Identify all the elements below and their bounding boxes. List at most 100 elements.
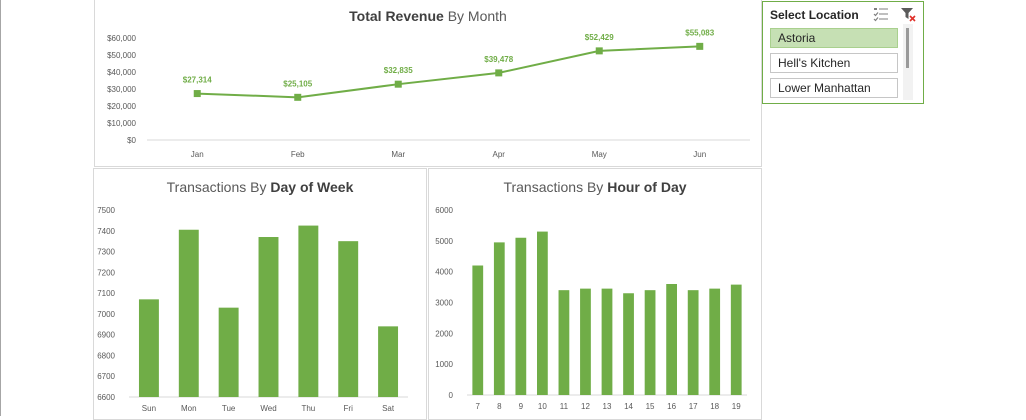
y-tick-label: 7100 [97, 289, 115, 298]
slicer-title: Select Location [770, 8, 859, 22]
dow-chart-title: Transactions By Day of Week [94, 179, 426, 195]
y-tick-label: $60,000 [107, 34, 136, 43]
data-label: $27,314 [183, 76, 212, 85]
y-tick-label: 7200 [97, 268, 115, 277]
data-label: $25,105 [283, 79, 312, 88]
data-point-marker [294, 93, 302, 101]
y-tick-label: 3000 [435, 299, 453, 308]
y-tick-label: $30,000 [107, 85, 136, 94]
data-point-marker [696, 42, 704, 50]
data-point-marker [595, 47, 603, 55]
bar [472, 265, 484, 395]
x-tick-label: Sat [382, 404, 395, 413]
y-tick-label: 7000 [97, 310, 115, 319]
data-label: $55,083 [685, 28, 714, 37]
hour-title-rest: Transactions By [503, 179, 608, 195]
revenue-series-line [197, 45, 700, 99]
y-tick-label: 7500 [97, 206, 115, 215]
y-tick-label: 7300 [97, 248, 115, 257]
clear-filter-icon[interactable] [900, 6, 916, 22]
x-tick-label: May [592, 150, 607, 159]
y-tick-label: 1000 [435, 360, 453, 369]
x-tick-label: 8 [497, 402, 502, 411]
data-point-marker [394, 80, 402, 88]
data-label: $39,478 [484, 55, 513, 64]
bar [298, 225, 319, 397]
dow-chart-panel[interactable]: Transactions By Day of Week 6600 6700 6800… [93, 168, 427, 420]
x-tick-label: 15 [646, 402, 655, 411]
hour-chart-title: Transactions By Hour of Day [429, 179, 761, 195]
y-tick-label: $10,000 [107, 119, 136, 128]
y-tick-label: 4000 [435, 268, 453, 277]
bar [338, 241, 359, 397]
location-slicer[interactable]: Select Location Astoria Hell's Kitchen Low… [762, 1, 924, 104]
y-tick-label: 2000 [435, 329, 453, 338]
x-tick-label: 7 [476, 402, 481, 411]
x-tick-label: Thu [301, 404, 315, 413]
hour-title-bold: Hour of Day [607, 179, 687, 195]
data-point-marker [193, 90, 201, 98]
x-tick-label: Wed [260, 404, 276, 413]
y-tick-label: 5000 [435, 237, 453, 246]
x-tick-label: 12 [581, 402, 590, 411]
bar [558, 290, 570, 395]
x-tick-label: 16 [667, 402, 676, 411]
revenue-chart-title: Total Revenue By Month [95, 8, 761, 24]
dow-bar-chart: 6600 6700 6800 6900 7000 7100 7200 7300 7400 7500… [97, 206, 408, 413]
bar [730, 284, 742, 395]
bar [601, 288, 613, 395]
bar [709, 288, 721, 395]
bar [687, 290, 699, 395]
bar [258, 237, 279, 397]
revenue-title-bold: Total Revenue [349, 8, 444, 24]
y-tick-label: 7400 [97, 227, 115, 236]
bar [378, 326, 399, 397]
y-tick-label: $50,000 [107, 51, 136, 60]
bar [666, 284, 677, 395]
revenue-line-chart: $0 $10,000 $20,000 $30,000 $40,000 $50,000 $60… [107, 28, 750, 159]
bar [644, 290, 656, 395]
revenue-chart-panel[interactable]: Total Revenue By Month $0 $10,000 $20,000 $… [94, 0, 762, 167]
bar [623, 293, 634, 395]
multi-select-icon[interactable] [873, 6, 889, 22]
x-tick-label: 11 [560, 402, 569, 411]
dow-title-rest: Transactions By [166, 179, 271, 195]
slicer-item-hell-s-kitchen[interactable]: Hell's Kitchen [770, 53, 898, 73]
x-tick-label: 17 [689, 402, 698, 411]
x-tick-label: Feb [291, 150, 305, 159]
bar [138, 299, 159, 397]
data-label: $32,835 [384, 66, 413, 75]
bar [580, 288, 591, 395]
x-tick-label: Mon [181, 404, 197, 413]
x-tick-label: 9 [519, 402, 524, 411]
bar [218, 307, 239, 397]
x-tick-label: Tue [222, 404, 236, 413]
slicer-item-astoria[interactable]: Astoria [770, 28, 898, 48]
y-tick-label: 6700 [97, 372, 115, 381]
bar [178, 229, 199, 397]
x-tick-label: Fri [344, 404, 354, 413]
hour-chart-panel[interactable]: Transactions By Hour of Day 0 1000 2000 300… [428, 168, 762, 420]
y-tick-label: 6900 [97, 331, 115, 340]
bar [537, 231, 548, 395]
hour-bar-chart: 0 1000 2000 3000 4000 5000 6000 7 8 9 10 11 12 13 14 15… [435, 206, 747, 411]
x-tick-label: Jan [191, 150, 204, 159]
x-tick-label: 19 [732, 402, 741, 411]
slicer-item-lower-manhattan[interactable]: Lower Manhattan [770, 78, 898, 98]
x-tick-label: 13 [603, 402, 612, 411]
data-label: $52,429 [585, 33, 614, 42]
slicer-scrollbar-thumb[interactable] [906, 28, 909, 68]
y-tick-label: $0 [127, 136, 136, 145]
y-tick-label: 0 [449, 391, 454, 400]
y-tick-label: 6800 [97, 351, 115, 360]
revenue-title-rest: By Month [443, 8, 507, 24]
dow-title-bold: Day of Week [270, 179, 354, 195]
bar [493, 242, 505, 395]
x-tick-label: Sun [142, 404, 156, 413]
y-tick-label: 6600 [97, 393, 115, 402]
y-tick-label: $40,000 [107, 68, 136, 77]
x-tick-label: 18 [710, 402, 719, 411]
bar [515, 237, 527, 395]
x-tick-label: 10 [538, 402, 547, 411]
y-tick-label: $20,000 [107, 102, 136, 111]
